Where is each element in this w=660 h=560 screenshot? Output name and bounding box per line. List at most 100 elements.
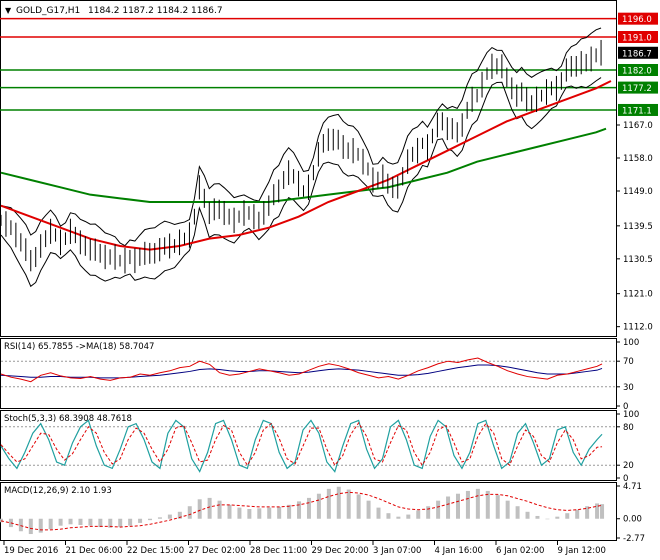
macd-signal-line bbox=[0, 491, 603, 531]
price-tick-label-6: 1167.0 bbox=[623, 121, 653, 131]
macd-bar bbox=[267, 507, 272, 519]
macd-bar bbox=[297, 501, 302, 519]
price-tick-label-7: 1158.0 bbox=[623, 154, 653, 164]
macd-bar bbox=[38, 518, 43, 533]
symbol-dropdown-icon[interactable]: ▼ bbox=[5, 6, 12, 15]
macd-bar bbox=[207, 497, 212, 519]
time-tick-label-2: 22 Dec 15:00 bbox=[127, 546, 184, 556]
price-tick-label-8: 1149.0 bbox=[623, 187, 653, 197]
macd-bar bbox=[128, 518, 133, 526]
time-tick-label-5: 29 Dec 20:00 bbox=[312, 546, 369, 556]
macd-bar bbox=[78, 518, 83, 525]
macd-tick-label-1: 0.00 bbox=[623, 515, 642, 525]
macd-bar bbox=[217, 500, 222, 519]
rsi-line bbox=[0, 357, 603, 383]
level-tag-3 bbox=[618, 81, 658, 94]
macd-bar bbox=[376, 507, 381, 519]
macd-bar bbox=[475, 488, 480, 519]
time-tick-label-3: 27 Dec 02:00 bbox=[189, 546, 246, 556]
level-label-4: 1171.1 bbox=[622, 106, 652, 116]
macd-bar bbox=[306, 497, 311, 519]
macd-bar bbox=[227, 504, 232, 519]
level-label-2: 1182.0 bbox=[622, 67, 652, 77]
time-axis: 19 Dec 2016 21 Dec 06:00 22 Dec 15:00 27 De… bbox=[3, 541, 606, 556]
stoch-axis: 100 80 20 0 bbox=[616, 410, 639, 484]
price-tick-label-12: 1112.0 bbox=[623, 323, 653, 333]
main-price-axis: 1167.0 1158.0 1149.0 1139.5 1130.5 1121.0 1112… bbox=[616, 46, 658, 333]
macd-bar bbox=[406, 514, 411, 519]
macd-bar bbox=[287, 504, 292, 519]
macd-bar bbox=[595, 503, 600, 519]
stochastic-tick-label-3: 0 bbox=[623, 474, 628, 484]
price-tick-label-9: 1139.5 bbox=[623, 222, 653, 232]
time-tick-label-6: 3 Jan 07:00 bbox=[373, 546, 421, 556]
macd-bar bbox=[485, 490, 490, 519]
time-tick-label-4: 28 Dec 11:00 bbox=[250, 546, 307, 556]
rsi-tick-label-1: 70 bbox=[623, 357, 634, 367]
macd-bar bbox=[157, 517, 162, 519]
macd-bar bbox=[68, 518, 73, 525]
rsi-tick-label-3: 0 bbox=[623, 402, 628, 412]
macd-bar bbox=[48, 518, 53, 530]
macd-bar bbox=[58, 518, 63, 526]
macd-bar bbox=[148, 518, 153, 521]
macd-bar bbox=[88, 518, 93, 526]
macd-bar bbox=[257, 508, 262, 519]
macd-bar bbox=[277, 506, 282, 519]
macd-bar bbox=[28, 518, 33, 535]
macd-tick-label-2: -2.77 bbox=[623, 534, 645, 544]
macd-bar bbox=[18, 518, 23, 532]
rsi-tick-label-2: 30 bbox=[623, 383, 634, 393]
rsi-axis: 100 70 30 0 bbox=[616, 338, 639, 412]
macd-bar bbox=[515, 506, 520, 519]
ma-green-line bbox=[0, 127, 607, 203]
macd-bar bbox=[446, 496, 451, 519]
time-tick-label-0: 19 Dec 2016 bbox=[4, 546, 58, 556]
macd-plot bbox=[0, 486, 605, 535]
time-tick-label-8: 6 Jan 02:00 bbox=[496, 546, 544, 556]
macd-bar bbox=[118, 518, 123, 528]
rsi-tick-label-0: 100 bbox=[623, 338, 639, 348]
price-tick-label-11: 1121.0 bbox=[623, 290, 653, 300]
macd-bar bbox=[356, 494, 361, 519]
macd-bar bbox=[108, 518, 113, 528]
macd-tick-label-0: 4.71 bbox=[623, 482, 642, 492]
time-tick-label-9: 9 Jan 12:00 bbox=[558, 546, 606, 556]
macd-bar bbox=[346, 489, 351, 519]
macd-bar bbox=[366, 500, 371, 519]
rsi-plot bbox=[0, 357, 616, 388]
level-label-3: 1177.2 bbox=[622, 84, 652, 94]
macd-bar bbox=[396, 516, 401, 519]
bollinger-upper bbox=[0, 27, 602, 247]
macd-bar bbox=[505, 500, 510, 519]
macd-bar bbox=[177, 511, 182, 519]
time-tick-label-7: 4 Jan 16:00 bbox=[435, 546, 483, 556]
stochastic-tick-label-0: 100 bbox=[623, 410, 639, 420]
macd-bar bbox=[525, 511, 530, 519]
macd-bar bbox=[455, 493, 460, 519]
macd-bar bbox=[138, 518, 143, 523]
level-label-1: 1191.0 bbox=[622, 34, 652, 44]
level-tag-1 bbox=[618, 31, 658, 43]
horizontal-levels: 1196.0 1191.0 1182.0 1177.2 1171.1 bbox=[0, 12, 658, 116]
time-tick-label-1: 21 Dec 06:00 bbox=[66, 546, 123, 556]
macd-bar bbox=[237, 507, 242, 519]
stoch-plot bbox=[0, 419, 616, 473]
current-price-tag bbox=[618, 46, 658, 59]
price-tick-label-10: 1130.5 bbox=[623, 255, 653, 265]
stochastic-tick-label-2: 20 bbox=[623, 461, 634, 471]
macd-bar bbox=[495, 495, 500, 519]
stoch-signal-line bbox=[0, 422, 603, 467]
level-label-0: 1196.0 bbox=[622, 15, 652, 25]
macd-bar bbox=[386, 513, 391, 519]
ma-red-line bbox=[0, 80, 612, 251]
macd-bar bbox=[98, 518, 103, 528]
macd-bar bbox=[535, 515, 540, 519]
current-price-label: 1186.7 bbox=[622, 49, 652, 59]
macd-label: MACD(12,26,9) 2.10 1.93 bbox=[4, 486, 112, 496]
macd-bar bbox=[465, 490, 470, 519]
macd-bar bbox=[555, 516, 560, 519]
level-tag-0 bbox=[618, 12, 658, 25]
macd-bar bbox=[436, 500, 441, 519]
